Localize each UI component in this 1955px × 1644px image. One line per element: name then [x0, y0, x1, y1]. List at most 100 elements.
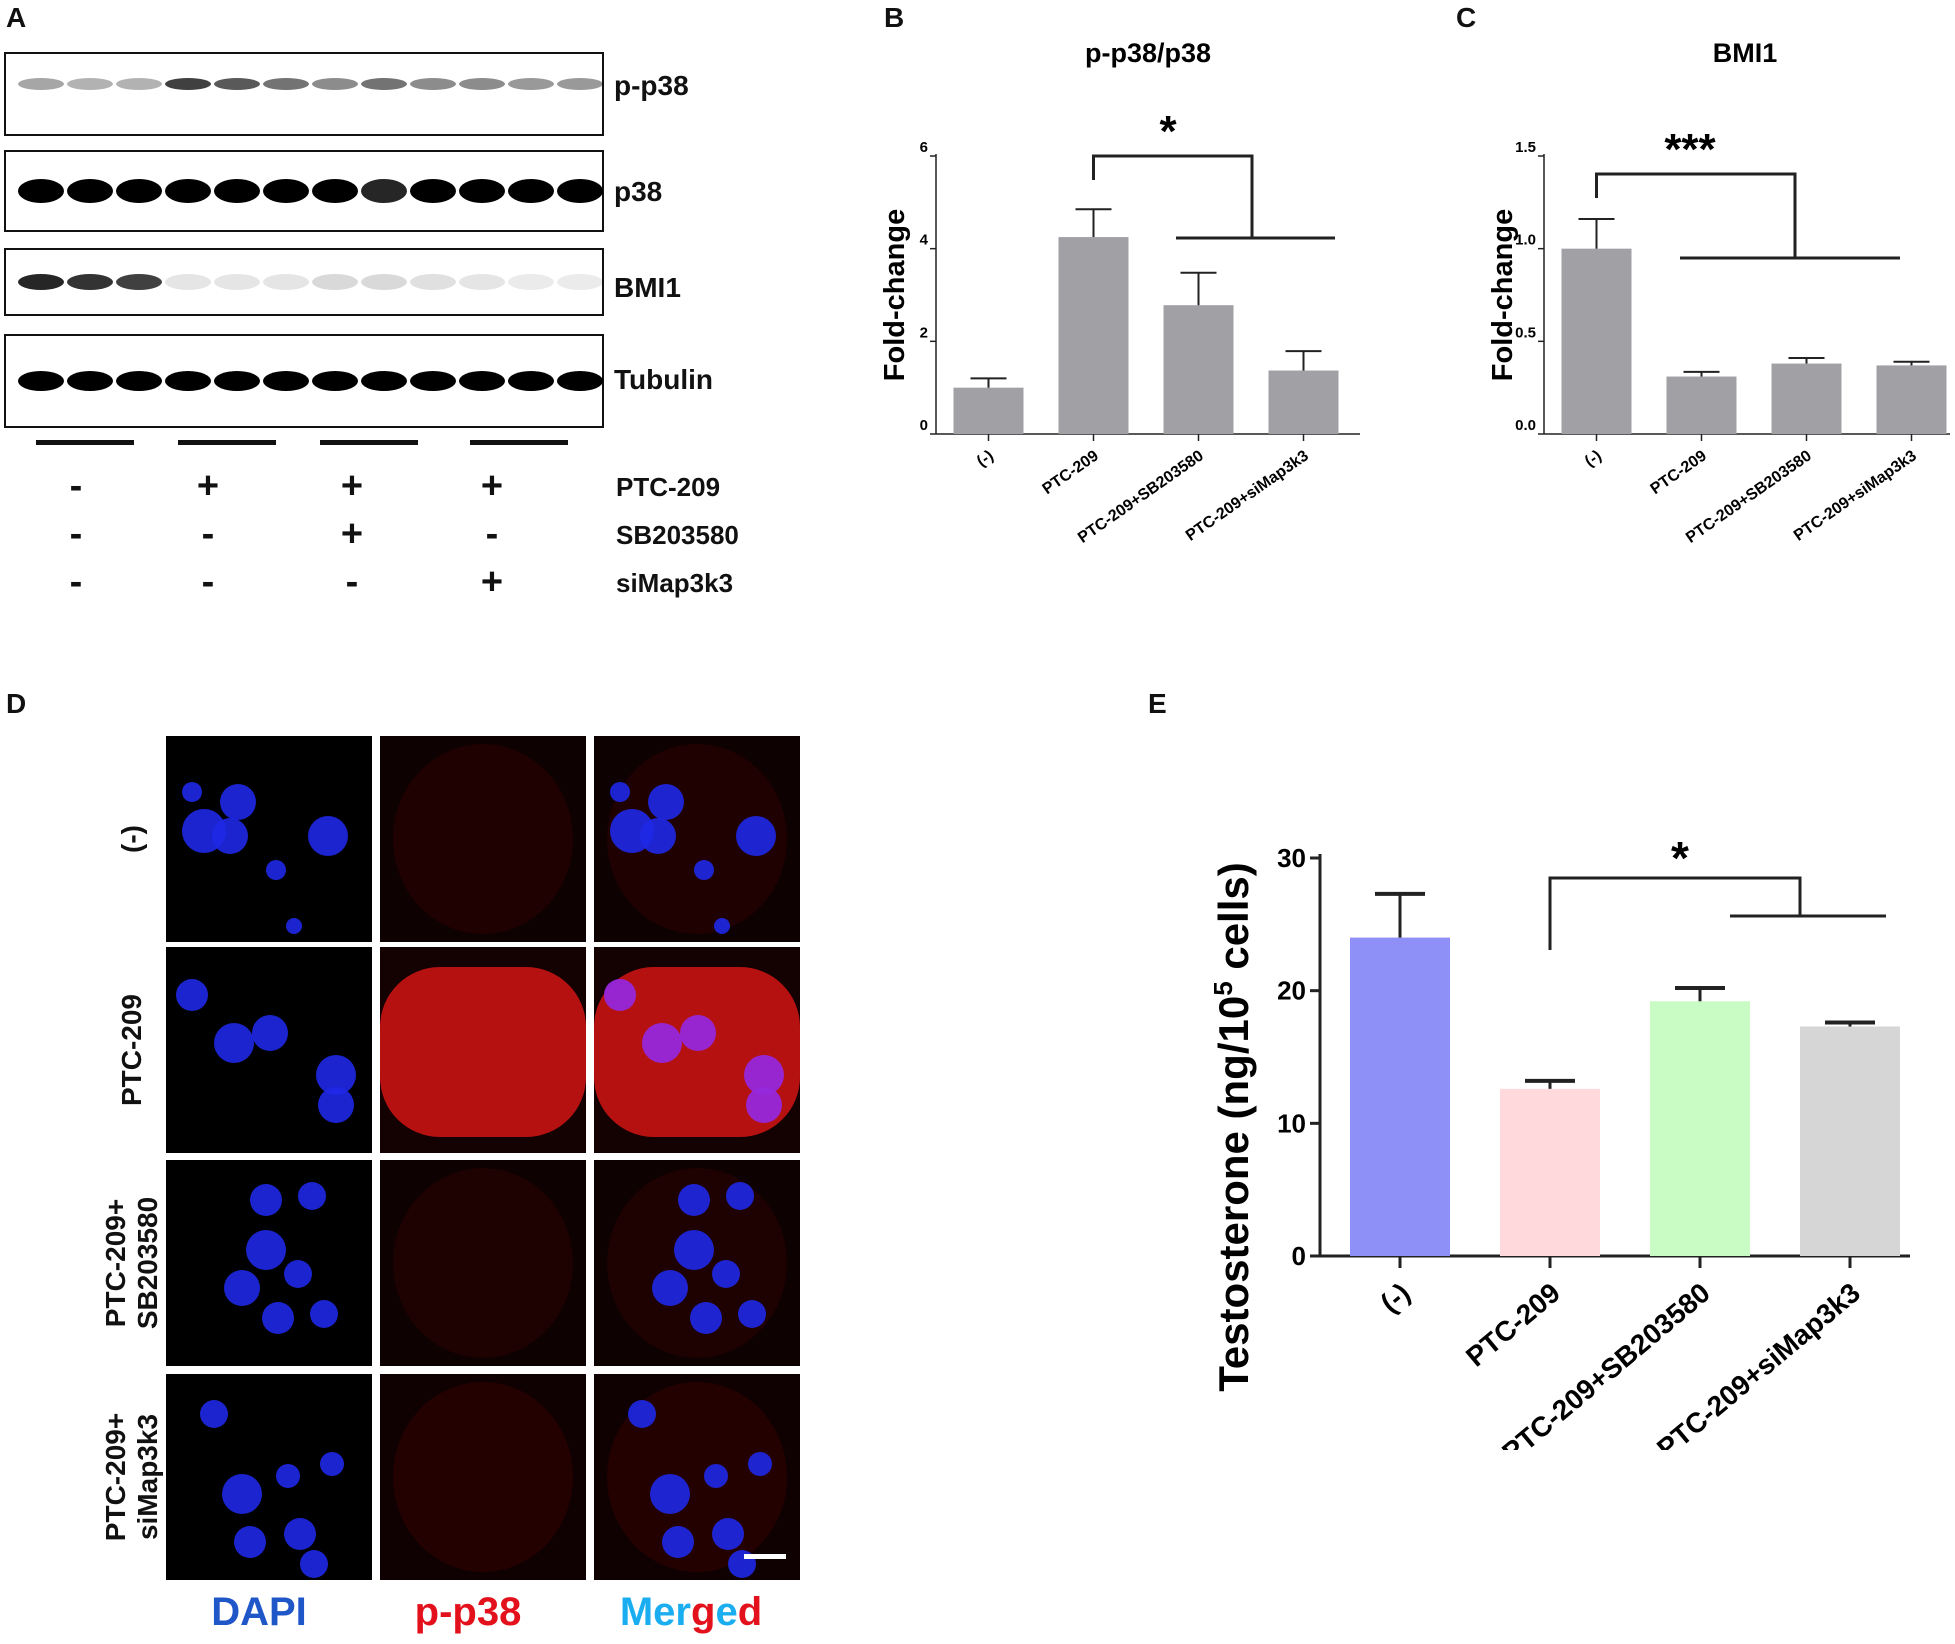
nucleus: [628, 1400, 656, 1428]
y-tick-label: 0: [920, 417, 928, 434]
minus-sign: -: [201, 513, 215, 555]
nucleus: [250, 1184, 282, 1216]
nucleus: [744, 1055, 784, 1095]
blot-strip-tubulin: [4, 334, 604, 428]
row-label-line: PTC-209+: [100, 1412, 131, 1542]
blot-band: [508, 179, 554, 203]
nucleus: [310, 1300, 338, 1328]
background-signal: [594, 1374, 800, 1580]
cytoplasm-signal: [393, 1168, 573, 1358]
y-tick-label: 4: [920, 232, 929, 249]
nucleus: [308, 816, 348, 856]
y-axis-label: Testosterone (ng/105 cells): [1208, 862, 1257, 1392]
y-tick-label: 2: [920, 324, 928, 341]
lane-group-bar: [36, 440, 134, 445]
blot-band: [214, 78, 260, 90]
nucleus: [704, 1464, 728, 1488]
y-tick-label: 30: [1277, 843, 1306, 873]
col-label-dapi: DAPI: [211, 1590, 307, 1634]
y-tick-label: 20: [1277, 976, 1306, 1006]
plus-sign: +: [480, 561, 504, 603]
blot-band: [361, 274, 407, 290]
nucleus: [712, 1518, 744, 1550]
nucleus: [300, 1550, 328, 1578]
cytoplasm-signal: [393, 744, 573, 934]
nucleus: [640, 818, 676, 854]
blot-band: [557, 274, 603, 290]
blot-band: [410, 371, 456, 391]
blot-band: [116, 371, 162, 391]
micrograph: [380, 947, 586, 1153]
nucleus: [298, 1182, 326, 1210]
bar: [1800, 1026, 1900, 1256]
blot-band: [116, 78, 162, 90]
nucleus: [318, 1087, 354, 1123]
y-axis-label: Fold-change: [1487, 209, 1519, 381]
minus-sign: -: [69, 513, 83, 555]
blot-strip-p38: [4, 150, 604, 232]
nucleus: [678, 1184, 710, 1216]
y-tick-label: 1.5: [1515, 139, 1536, 156]
cytoplasm-signal: [594, 967, 800, 1137]
nucleus: [182, 782, 202, 802]
blot-band: [67, 371, 113, 391]
nucleus: [642, 1023, 682, 1063]
lane-group-bar: [320, 440, 418, 445]
panel-letter-c: C: [1456, 2, 1477, 33]
bar: [1500, 1088, 1600, 1256]
bar: [1666, 376, 1737, 434]
blot-label-tubulin: Tubulin: [614, 364, 713, 395]
nucleus: [234, 1526, 266, 1558]
panel-letter-d: D: [6, 688, 27, 719]
panel-letter-b: B: [884, 2, 905, 33]
blot-band: [312, 78, 358, 90]
y-axis-label: Fold-change: [879, 209, 911, 381]
significance-bracket: [1548, 876, 1802, 950]
micrograph: [380, 736, 586, 942]
blot-band: [214, 179, 260, 203]
blot-band: [263, 371, 309, 391]
nucleus: [714, 918, 730, 934]
blot-band: [165, 274, 211, 290]
blot-band: [116, 179, 162, 203]
blot-band: [214, 371, 260, 391]
chart-title: BMI1: [1713, 38, 1778, 68]
micrograph: [380, 1374, 586, 1580]
chart-testosterone: 0 10 20 30 Testosterone (ng/105 cells) (-) PTC…: [1208, 832, 1910, 1450]
blot-band: [312, 274, 358, 290]
row-label-line: siMap3k3: [132, 1413, 163, 1541]
significance-stars: *: [1671, 832, 1689, 884]
merged-label-part: e: [715, 1590, 738, 1634]
blot-band: [67, 179, 113, 203]
blot-band: [116, 274, 162, 290]
blot-band: [67, 274, 113, 290]
blot-band: [557, 371, 603, 391]
dapi-image: [166, 947, 372, 1153]
plus-sign: +: [480, 465, 504, 507]
nucleus: [252, 1015, 288, 1051]
blot-band: [410, 274, 456, 290]
p-p38-image: [380, 1374, 586, 1580]
dapi-image: [166, 1374, 372, 1580]
dapi-image: [166, 1160, 372, 1366]
x-tick-label: (-): [974, 447, 997, 470]
nucleus: [212, 818, 248, 854]
blot-band: [410, 179, 456, 203]
blot-band: [459, 274, 505, 290]
y-tick-label: 0.5: [1515, 324, 1536, 341]
nucleus: [726, 1182, 754, 1210]
nucleus: [320, 1452, 344, 1476]
x-tick-label: (-): [1582, 447, 1605, 470]
nucleus: [284, 1260, 312, 1288]
blot-band: [165, 371, 211, 391]
minus-sign: -: [201, 561, 215, 603]
cytoplasm-signal: [393, 1382, 573, 1572]
p-p38-image: [380, 736, 586, 942]
nucleus: [652, 1270, 688, 1306]
y-tick-label: 1.0: [1515, 232, 1536, 249]
panel-letter-a: A: [6, 2, 27, 33]
nucleus: [712, 1260, 740, 1288]
minus-sign: -: [69, 465, 83, 507]
